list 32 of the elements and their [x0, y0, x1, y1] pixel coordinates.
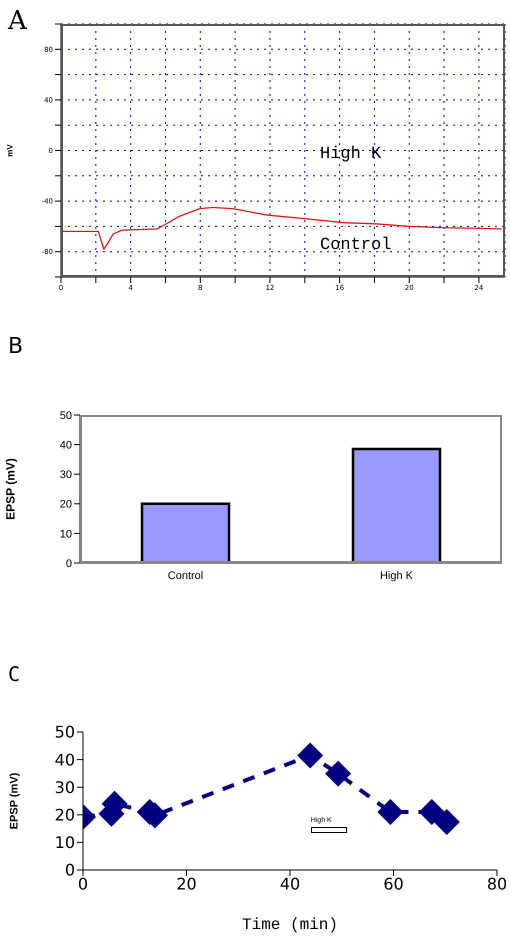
y-tick-label: 50 [54, 722, 75, 742]
point [418, 799, 445, 826]
chart-title: B [8, 334, 24, 359]
x-tick-label: 20 [176, 874, 197, 894]
y-tick-label: 10 [54, 833, 75, 852]
annotation: High K [320, 145, 382, 164]
y-axis-title: EPSP (mV) [8, 772, 20, 830]
x-axis-title: Time (min) [242, 916, 338, 934]
y-tick-label: 20 [54, 805, 75, 824]
x-tick-label: 60 [383, 874, 404, 894]
annotation: Control [320, 236, 392, 255]
y-tick-label: 30 [54, 778, 75, 797]
point [297, 742, 324, 768]
y-tick-label: 20 [60, 498, 72, 511]
point [377, 799, 404, 826]
y-tick-label: 0 [66, 558, 72, 570]
y-tick-label: 40 [60, 440, 72, 452]
y-tick-label: 40 [54, 750, 75, 770]
y-tick-label: 0 [64, 860, 75, 880]
chart-title: C [8, 662, 20, 686]
y-tick-label: 30 [60, 469, 72, 482]
y-axis-title: EPSP (mV) [3, 458, 18, 520]
x-tick-label: 0 [78, 874, 88, 894]
point [325, 760, 352, 787]
point [434, 808, 460, 835]
x-tick-label: 40 [280, 874, 300, 894]
chart-title: A [8, 6, 27, 36]
y-axis-title: mV [5, 144, 14, 157]
y-tick-label: 10 [60, 528, 72, 540]
line-series [61, 206, 502, 250]
y-tick-label: 50 [60, 410, 72, 422]
x-tick-label: 80 [486, 874, 508, 894]
